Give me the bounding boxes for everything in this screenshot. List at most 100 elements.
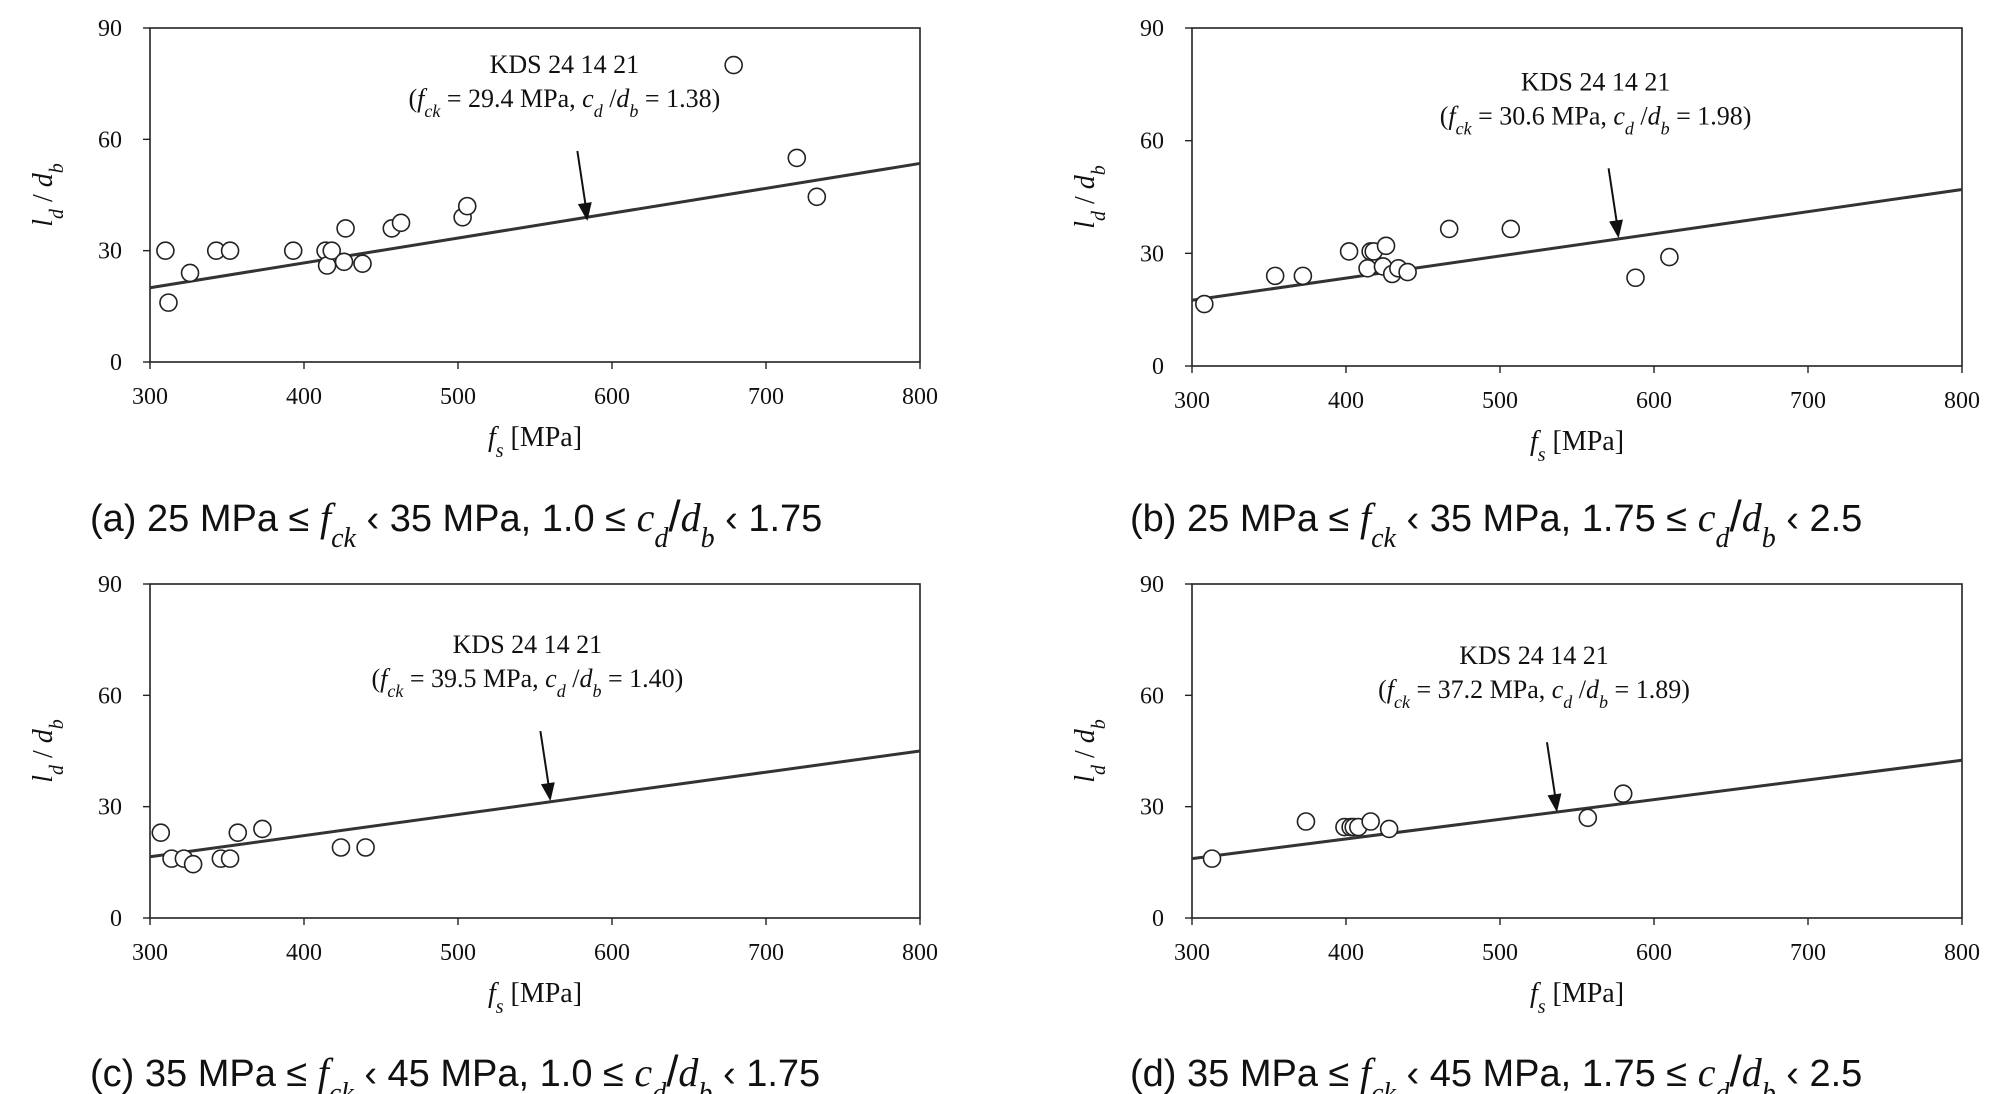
annotation-title: KDS 24 14 21 (490, 50, 640, 79)
caption-cd: c (1698, 1050, 1716, 1094)
data-point (1202, 849, 1222, 868)
x-axis-var-sub: s (1538, 444, 1546, 466)
annotation-arrow-head (1609, 219, 1623, 239)
caption-mid: ‹ 45 MPa, 1.0 ≤ (354, 1053, 635, 1094)
x-tick-label: 700 (748, 940, 784, 966)
data-point (156, 241, 175, 260)
x-tick-label: 800 (1944, 388, 1980, 414)
kds-design-line (1191, 758, 1963, 861)
ann-slash: / (603, 84, 618, 113)
x-tick-label: 600 (1636, 388, 1672, 414)
ann-db-sub: b (1661, 118, 1670, 138)
ann-cd-sub: d (557, 681, 567, 701)
data-point (1660, 247, 1679, 267)
y-axis-d-sub: b (46, 163, 68, 173)
ann-cd-sub: d (594, 101, 604, 121)
caption-db-sub: b (698, 1078, 712, 1094)
annotation-params: (fck = 39.5 MPa, cd /db = 1.40) (372, 664, 684, 701)
y-axis-slash: / (1070, 743, 1101, 765)
ann-fck-val: = 37.2 MPa, (1410, 675, 1552, 704)
y-axis-l-sub: d (46, 208, 68, 219)
kds-design-line (149, 161, 921, 290)
ann-fck-sub: ck (424, 101, 441, 121)
panel-caption: (c) 35 MPa ≤ fck ‹ 45 MPa, 1.0 ≤ cd/db ‹… (90, 1047, 820, 1094)
caption-db: d (681, 495, 702, 540)
annotation-arrow-head (540, 782, 555, 802)
y-tick-label: 30 (98, 795, 122, 821)
ann-open: ( (1440, 101, 1449, 130)
caption-suffix: ‹ 2.5 (1776, 498, 1863, 540)
data-point (1376, 236, 1396, 256)
data-point (283, 241, 303, 260)
caption-db: d (678, 1050, 699, 1094)
data-point (220, 241, 240, 260)
x-axis-unit: [MPa] (504, 978, 583, 1009)
caption-cd: c (634, 1050, 652, 1094)
y-axis-slash: / (28, 187, 59, 209)
ann-fck-val: = 30.6 MPa, (1472, 101, 1614, 130)
caption-slash: / (668, 492, 681, 541)
data-point (1439, 219, 1459, 239)
kds-design-line (149, 749, 921, 859)
caption-db: d (1742, 495, 1763, 540)
ann-fck-val: = 39.5 MPa, (403, 664, 545, 693)
y-tick-label: 30 (1140, 795, 1164, 821)
y-tick-label: 90 (1140, 572, 1164, 598)
x-tick-label: 400 (1328, 940, 1364, 966)
ann-db: d (616, 84, 630, 113)
x-tick-label: 400 (286, 384, 322, 410)
y-axis-l: l (28, 219, 59, 227)
kds-design-line (1191, 188, 1963, 302)
ann-cd: c (1552, 675, 1564, 704)
ann-slash: / (566, 664, 581, 693)
data-point (159, 293, 178, 312)
y-axis-title: ld / db (28, 163, 68, 227)
data-point (228, 823, 248, 842)
annotation-params: (fck = 29.4 MPa, cd /db = 1.38) (408, 84, 720, 121)
x-tick-label: 600 (1636, 940, 1672, 966)
data-point (151, 823, 171, 842)
x-tick-label: 300 (132, 940, 168, 966)
data-point (1293, 266, 1313, 286)
caption-db: d (1742, 1050, 1763, 1094)
caption-db-sub: b (701, 523, 715, 554)
data-point (1358, 259, 1377, 278)
y-axis-d-sub: b (1088, 719, 1110, 729)
data-point (180, 263, 200, 283)
caption-slash: / (1729, 1047, 1742, 1094)
y-axis-slash: / (1070, 189, 1101, 211)
data-point (334, 252, 354, 272)
ann-cd-val: = 1.89) (1608, 675, 1690, 704)
y-axis-title: ld / db (28, 719, 68, 783)
x-tick-label: 400 (1328, 388, 1364, 414)
y-tick-label: 90 (98, 16, 122, 42)
caption-prefix: (d) 35 MPa ≤ (1130, 1053, 1360, 1094)
x-axis-title: fs [MPa] (488, 978, 582, 1018)
y-tick-label: 60 (1140, 129, 1164, 155)
data-point (1379, 819, 1399, 839)
x-axis-var: f (1530, 426, 1541, 457)
data-point (1339, 242, 1359, 261)
y-axis-title: ld / db (1070, 165, 1110, 229)
ann-fck: f (380, 664, 391, 693)
x-tick-label: 500 (440, 940, 476, 966)
ann-cd-val: = 1.38) (638, 84, 720, 113)
ann-db: d (579, 664, 593, 693)
y-axis-l: l (1070, 775, 1101, 783)
y-tick-label: 30 (1140, 241, 1164, 267)
annotation-params: (fck = 37.2 MPa, cd /db = 1.89) (1378, 675, 1690, 712)
data-point (724, 55, 743, 75)
ann-db-sub: b (1599, 692, 1608, 712)
data-point (183, 854, 203, 874)
x-tick-label: 600 (594, 940, 630, 966)
ann-cd-val: = 1.98) (1670, 101, 1752, 130)
ann-cd: c (582, 84, 594, 113)
x-tick-label: 800 (902, 940, 938, 966)
x-tick-label: 800 (902, 384, 938, 410)
y-axis-l: l (1070, 221, 1101, 229)
y-tick-label: 0 (110, 350, 122, 376)
ann-cd: c (1613, 101, 1625, 130)
